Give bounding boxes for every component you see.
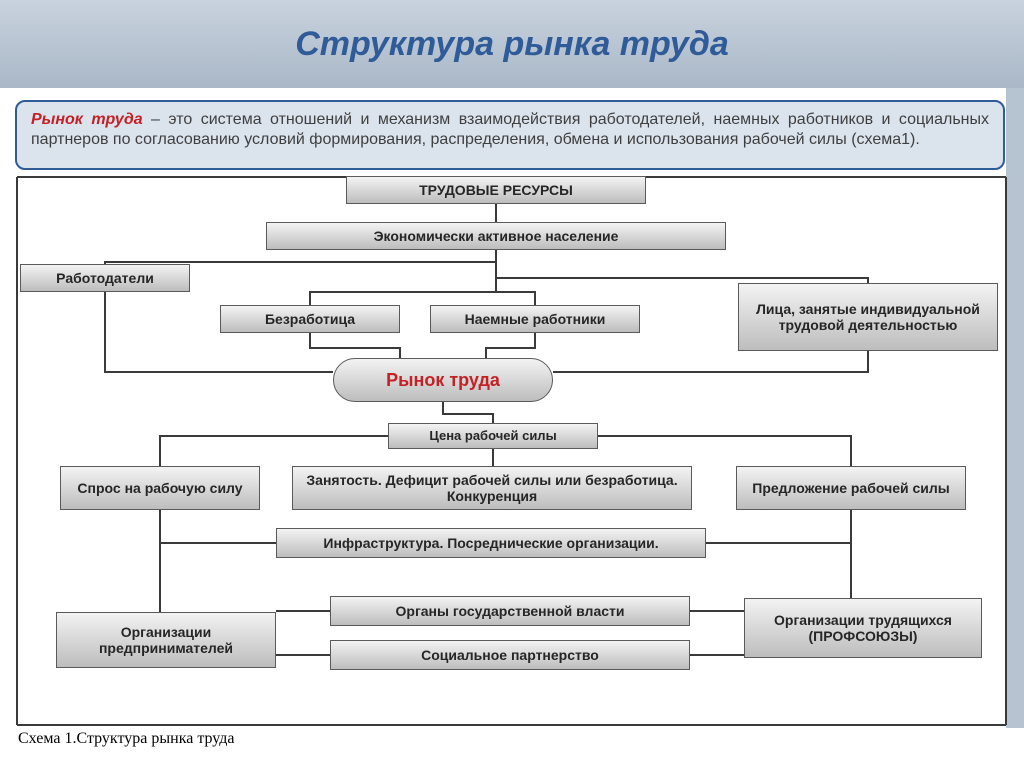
node-employment: Занятость. Дефицит рабочей силы или безр… bbox=[292, 466, 692, 510]
node-resources: ТРУДОВЫЕ РЕСУРСЫ bbox=[346, 176, 646, 204]
node-active: Экономически активное население bbox=[266, 222, 726, 250]
definition-term: Рынок труда bbox=[31, 111, 143, 128]
node-unemp: Безработица bbox=[220, 305, 400, 333]
node-infra: Инфраструктура. Посреднические организац… bbox=[276, 528, 706, 558]
definition-box: Рынок труда – это система отношений и ме… bbox=[15, 100, 1005, 170]
node-demand: Спрос на рабочую силу bbox=[60, 466, 260, 510]
node-price: Цена рабочей силы bbox=[388, 423, 598, 449]
node-supply: Предложение рабочей силы bbox=[736, 466, 966, 510]
node-gov: Органы государственной власти bbox=[330, 596, 690, 626]
node-market: Рынок труда bbox=[333, 358, 553, 402]
node-hired: Наемные работники bbox=[430, 305, 640, 333]
title-bar: Структура рынка труда bbox=[0, 0, 1024, 88]
definition-body: – это система отношений и механизм взаим… bbox=[31, 111, 989, 148]
node-social: Социальное партнерство bbox=[330, 640, 690, 670]
node-unions: Организации трудящихся (ПРОФСОЮЗЫ) bbox=[744, 598, 982, 658]
side-accent bbox=[1006, 88, 1024, 728]
node-employers: Работодатели bbox=[20, 264, 190, 292]
caption: Схема 1.Структура рынка труда bbox=[18, 730, 235, 748]
node-selfemp: Лица, занятые индивидуальной трудовой де… bbox=[738, 283, 998, 351]
node-entrep: Организации предпринимателей bbox=[56, 612, 276, 668]
page-title: Структура рынка труда bbox=[295, 25, 729, 64]
